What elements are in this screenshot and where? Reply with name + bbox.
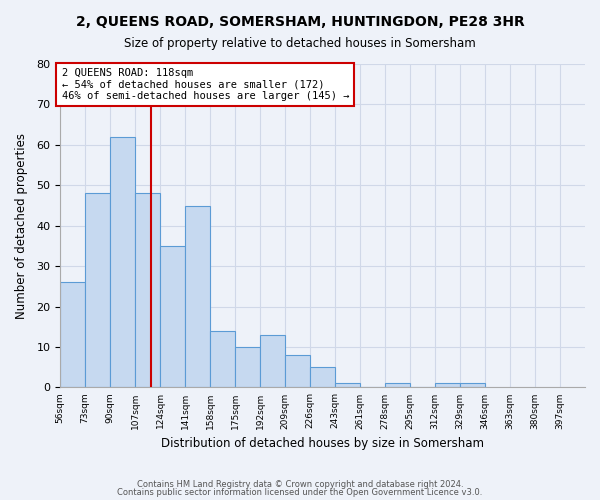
Bar xyxy=(110,137,135,388)
Bar xyxy=(210,331,235,388)
Bar xyxy=(185,206,210,388)
Bar xyxy=(335,384,360,388)
Y-axis label: Number of detached properties: Number of detached properties xyxy=(15,132,28,318)
Text: Contains HM Land Registry data © Crown copyright and database right 2024.: Contains HM Land Registry data © Crown c… xyxy=(137,480,463,489)
Text: Contains public sector information licensed under the Open Government Licence v3: Contains public sector information licen… xyxy=(118,488,482,497)
Bar xyxy=(135,194,160,388)
Bar xyxy=(460,384,485,388)
Bar xyxy=(310,367,335,388)
X-axis label: Distribution of detached houses by size in Somersham: Distribution of detached houses by size … xyxy=(161,437,484,450)
Text: 2 QUEENS ROAD: 118sqm
← 54% of detached houses are smaller (172)
46% of semi-det: 2 QUEENS ROAD: 118sqm ← 54% of detached … xyxy=(62,68,349,101)
Bar xyxy=(60,282,85,388)
Bar xyxy=(260,335,285,388)
Bar xyxy=(285,355,310,388)
Bar xyxy=(435,384,460,388)
Text: 2, QUEENS ROAD, SOMERSHAM, HUNTINGDON, PE28 3HR: 2, QUEENS ROAD, SOMERSHAM, HUNTINGDON, P… xyxy=(76,15,524,29)
Bar xyxy=(160,246,185,388)
Bar xyxy=(385,384,410,388)
Bar xyxy=(85,194,110,388)
Bar xyxy=(235,347,260,388)
Text: Size of property relative to detached houses in Somersham: Size of property relative to detached ho… xyxy=(124,38,476,51)
